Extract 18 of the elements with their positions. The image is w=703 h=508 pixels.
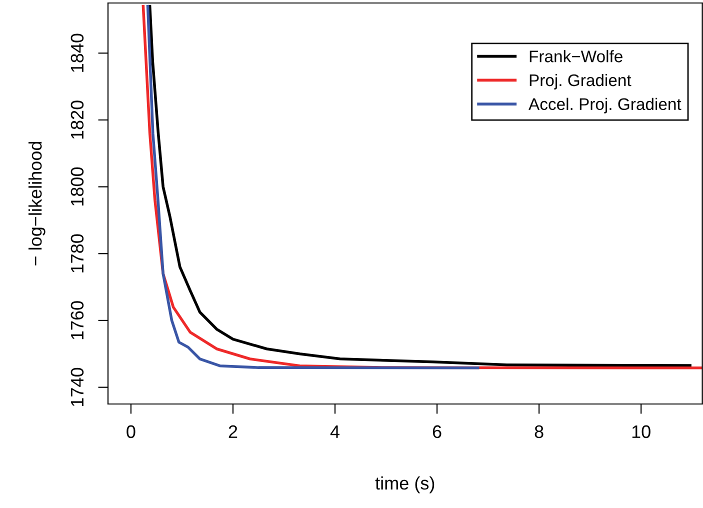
y-tick-label: 1740: [70, 368, 84, 406]
y-axis-title: − log−likelihood: [28, 142, 46, 266]
x-tick-label: 10: [632, 425, 650, 438]
legend-label: Frank−Wolfe: [530, 50, 622, 62]
x-tick-label: 6: [432, 425, 442, 438]
x-tick-label: 8: [534, 425, 544, 438]
x-axis-title: time (s): [375, 476, 434, 494]
line-series: [146, 4, 480, 370]
y-tick-label: 1780: [70, 234, 84, 272]
legend-label: Accel. Proj. Gradient: [528, 98, 682, 114]
x-tick-label: 4: [330, 425, 340, 438]
y-tick-label: 1800: [70, 167, 84, 206]
x-tick-label: 0: [126, 425, 136, 438]
legend-label: Proj. Gradient: [530, 74, 632, 90]
y-tick-label: 1760: [70, 301, 84, 340]
y-tick-label: 1840: [70, 34, 84, 72]
y-tick-label: 1820: [70, 100, 84, 139]
x-tick-label: 2: [228, 425, 238, 438]
